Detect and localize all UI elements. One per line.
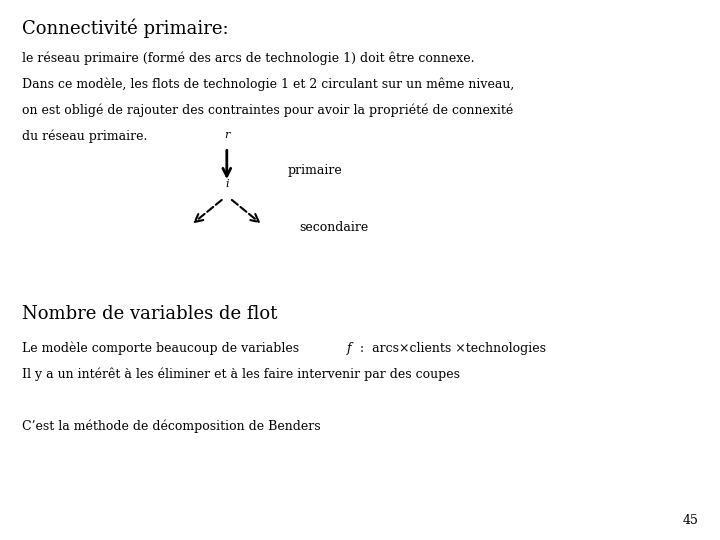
Text: Le modèle comporte beaucoup de variables: Le modèle comporte beaucoup de variables xyxy=(22,342,302,355)
Text: le réseau primaire (formé des arcs de technologie 1) doit être connexe.: le réseau primaire (formé des arcs de te… xyxy=(22,51,474,65)
Text: primaire: primaire xyxy=(288,164,343,177)
Text: Dans ce modèle, les flots de technologie 1 et 2 circulant sur un même niveau,: Dans ce modèle, les flots de technologie… xyxy=(22,77,514,91)
Text: :  arcs×clients ×technologies: : arcs×clients ×technologies xyxy=(356,342,546,355)
Text: secondaire: secondaire xyxy=(299,221,368,234)
Text: r: r xyxy=(224,130,230,140)
Text: i: i xyxy=(225,179,228,189)
Text: f: f xyxy=(347,342,351,355)
Text: C’est la méthode de décomposition de Benders: C’est la méthode de décomposition de Ben… xyxy=(22,420,320,433)
Text: Connectivité primaire:: Connectivité primaire: xyxy=(22,19,228,38)
Text: du réseau primaire.: du réseau primaire. xyxy=(22,129,147,143)
Text: Il y a un intérêt à les éliminer et à les faire intervenir par des coupes: Il y a un intérêt à les éliminer et à le… xyxy=(22,368,459,381)
Text: 45: 45 xyxy=(683,514,698,526)
Text: on est obligé de rajouter des contraintes pour avoir la propriété de connexité: on est obligé de rajouter des contrainte… xyxy=(22,103,513,117)
Text: Nombre de variables de flot: Nombre de variables de flot xyxy=(22,305,277,323)
